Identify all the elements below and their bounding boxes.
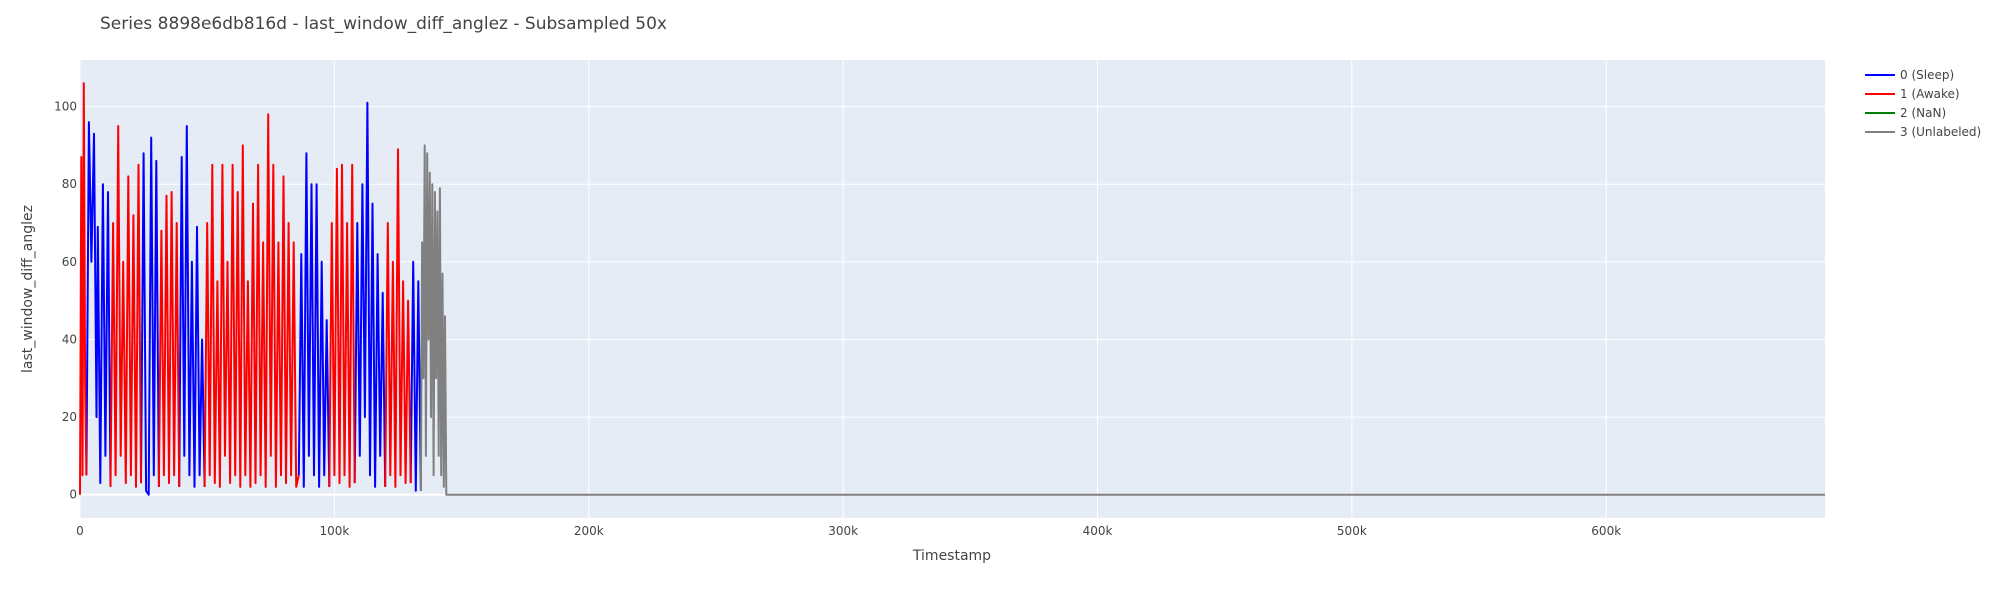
series-line (328, 163, 356, 488)
y-tick-label: 40 (62, 332, 77, 346)
x-axis-ticks: 0 100k 200k 300k 400k 500k 600k (76, 524, 1621, 538)
x-axis-title: Timestamp (912, 548, 991, 564)
series-0 (85, 101, 422, 496)
series-line (157, 191, 181, 487)
series-line (140, 136, 160, 496)
x-tick-label: 200k (574, 524, 604, 538)
series-line (178, 125, 206, 488)
series-line (384, 148, 412, 488)
legend-item[interactable]: 3 (Unlabeled) (1865, 125, 1981, 139)
y-axis-ticks: 0 20 40 60 80 100 (54, 100, 77, 502)
series-line (297, 152, 331, 488)
legend-label: 1 (Awake) (1900, 87, 1960, 101)
y-tick-label: 0 (69, 488, 77, 502)
x-tick-label: 400k (1083, 524, 1113, 538)
legend-item[interactable]: 0 (Sleep) (1865, 68, 1954, 82)
series-line (85, 121, 112, 487)
series-line (409, 260, 422, 492)
x-tick-label: 600k (1591, 524, 1621, 538)
y-tick-label: 80 (62, 177, 77, 191)
series-line (79, 82, 88, 495)
series-lines (79, 82, 1825, 496)
x-tick-label: 100k (319, 524, 349, 538)
series-1 (79, 82, 412, 495)
y-axis-title: last_window_diff_anglez (20, 205, 36, 373)
y-tick-label: 100 (54, 100, 77, 114)
y-tick-label: 20 (62, 410, 77, 424)
x-tick-label: 300k (828, 524, 858, 538)
series-line (353, 101, 387, 488)
series-line (203, 113, 300, 488)
legend[interactable]: 0 (Sleep) 1 (Awake) 2 (NaN) 3 (Unlabeled) (1865, 68, 1981, 139)
series-line (419, 144, 1825, 496)
x-tick-label: 0 (76, 524, 84, 538)
legend-item[interactable]: 2 (NaN) (1865, 106, 1946, 120)
series-3 (419, 144, 1825, 496)
y-tick-label: 60 (62, 255, 77, 269)
x-tick-label: 500k (1337, 524, 1367, 538)
legend-label: 2 (NaN) (1900, 106, 1946, 120)
chart-title: Series 8898e6db816d - last_window_diff_a… (100, 14, 667, 34)
legend-label: 3 (Unlabeled) (1900, 125, 1981, 139)
series-line (109, 125, 142, 488)
legend-label: 0 (Sleep) (1900, 68, 1954, 82)
legend-item[interactable]: 1 (Awake) (1865, 87, 1960, 101)
